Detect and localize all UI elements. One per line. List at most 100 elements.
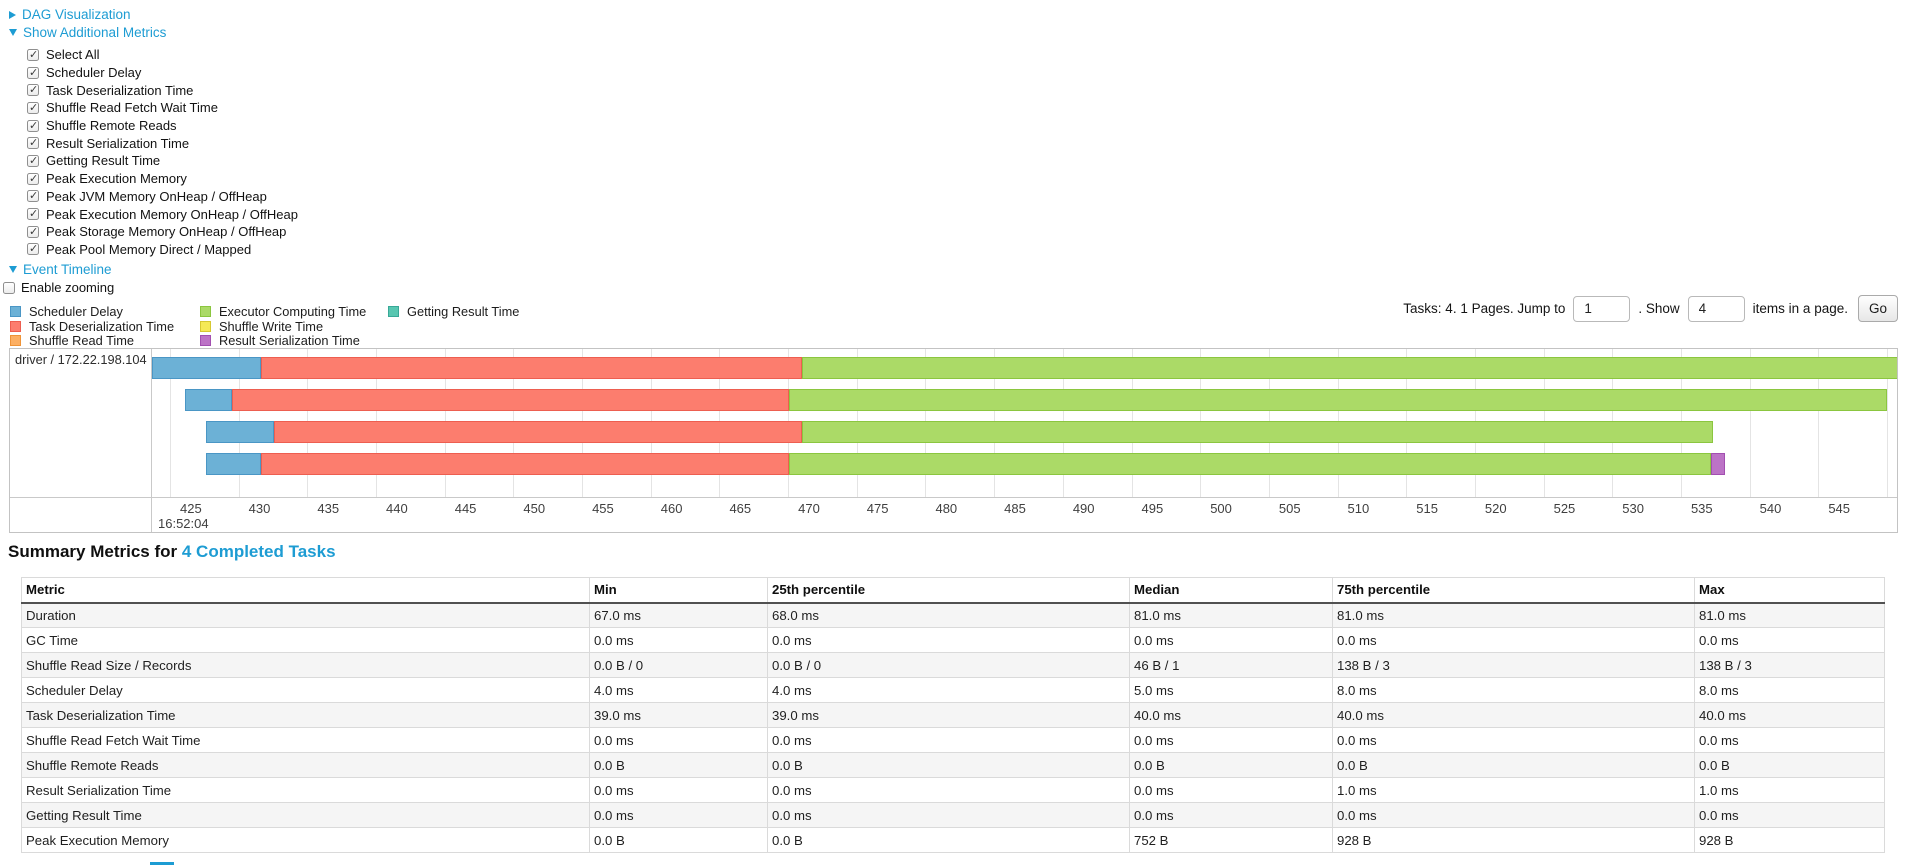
task-bar-segment-task-deserialization[interactable] xyxy=(274,421,802,443)
legend-label: Task Deserialization Time xyxy=(29,318,175,334)
legend-label: Shuffle Write Time xyxy=(219,318,324,334)
metric-checkbox-row: Peak JVM Memory OnHeap / OffHeap xyxy=(27,188,298,206)
metric-value-cell: 81.0 ms xyxy=(1129,602,1333,628)
expanded-arrow-icon xyxy=(9,266,17,273)
metric-value-cell: 68.0 ms xyxy=(767,602,1130,628)
metric-value-cell: 0.0 ms xyxy=(1129,777,1333,803)
metric-checkbox-label: Getting Result Time xyxy=(46,153,161,169)
metric-value-cell: 0.0 ms xyxy=(1129,727,1333,753)
metric-checkbox[interactable] xyxy=(27,242,39,256)
metric-name-cell: Scheduler Delay xyxy=(21,677,590,703)
metric-checkbox-label: Result Serialization Time xyxy=(46,135,190,151)
task-bar-segment-scheduler-delay[interactable] xyxy=(185,389,232,411)
metric-value-cell: 4.0 ms xyxy=(589,677,768,703)
enable-zooming-row: Enable zooming xyxy=(3,280,114,295)
metric-value-cell: 0.0 ms xyxy=(767,727,1130,753)
legend-swatch-icon xyxy=(200,320,211,332)
legend-item: Shuffle Read Time xyxy=(10,333,134,348)
task-bar-segment-executor-computing[interactable] xyxy=(801,421,1713,443)
metric-checkbox[interactable] xyxy=(27,83,39,97)
legend-label: Scheduler Delay xyxy=(29,304,123,319)
summary-column-header: Median xyxy=(1129,577,1333,604)
dag-visualization-toggle[interactable]: DAG Visualization xyxy=(9,7,131,22)
summary-table-row: Scheduler Delay 4.0 ms 4.0 ms 5.0 ms 8.0 ms 8… xyxy=(21,677,1885,703)
go-button[interactable]: Go xyxy=(1857,295,1898,322)
metric-value-cell: 0.0 ms xyxy=(1694,627,1885,653)
metric-value-cell: 0.0 B / 0 xyxy=(767,652,1130,678)
metric-value-cell: 39.0 ms xyxy=(767,702,1130,728)
metric-checkbox[interactable] xyxy=(27,189,39,203)
metric-value-cell: 138 B / 3 xyxy=(1694,652,1885,678)
metric-checkbox-label: Peak JVM Memory OnHeap / OffHeap xyxy=(46,188,267,204)
metric-checkbox[interactable] xyxy=(27,207,39,221)
summary-table-row: Shuffle Remote Reads 0.0 B 0.0 B 0.0 B 0.0 B… xyxy=(21,752,1885,778)
axis-tick-label: 480 xyxy=(935,501,958,516)
task-bar-segment-task-deserialization[interactable] xyxy=(231,389,790,411)
event-timeline-toggle[interactable]: Event Timeline xyxy=(9,262,112,277)
event-timeline-chart[interactable]: driver / 172.22.198.104 425 430 435 440 445 4… xyxy=(9,348,1898,533)
jump-to-page-input[interactable] xyxy=(1573,295,1631,322)
items-per-page-input[interactable] xyxy=(1687,295,1745,322)
axis-tick-label: 490 xyxy=(1072,501,1095,516)
enable-zooming-checkbox[interactable] xyxy=(3,281,15,294)
axis-tick-label: 435 xyxy=(317,501,340,516)
task-bar-segment-executor-computing[interactable] xyxy=(789,453,1712,475)
metric-value-cell: 5.0 ms xyxy=(1129,677,1333,703)
task-bar-segment-task-deserialization[interactable] xyxy=(260,453,790,475)
metric-value-cell: 0.0 ms xyxy=(589,802,768,828)
task-bar-segment-executor-computing[interactable] xyxy=(789,389,1887,411)
metric-checkbox[interactable] xyxy=(27,136,39,150)
metric-checkbox[interactable] xyxy=(27,66,39,79)
summary-table-row: Peak Execution Memory 0.0 B 0.0 B 752 B 928 … xyxy=(21,827,1885,853)
legend-label: Getting Result Time xyxy=(407,304,520,319)
metric-checkbox-label: Task Deserialization Time xyxy=(46,82,194,98)
metric-checkbox[interactable] xyxy=(27,154,39,167)
summary-column-header: Metric xyxy=(21,577,590,604)
metric-value-cell: 40.0 ms xyxy=(1332,702,1695,728)
metric-checkbox-label: Shuffle Read Fetch Wait Time xyxy=(46,100,218,116)
summary-column-header: Max xyxy=(1694,577,1885,604)
metric-checkbox-row: Peak Storage Memory OnHeap / OffHeap xyxy=(27,223,298,241)
axis-tick-label: 500 xyxy=(1210,501,1232,516)
show-additional-metrics-toggle[interactable]: Show Additional Metrics xyxy=(9,25,166,40)
metric-checkbox-label: Peak Execution Memory OnHeap / OffHeap xyxy=(46,206,298,222)
task-bar-segment-scheduler-delay[interactable] xyxy=(205,453,261,475)
metric-checkbox-row: Task Deserialization Time xyxy=(27,81,298,99)
axis-tick-label: 545 xyxy=(1828,501,1851,516)
legend-item: Getting Result Time xyxy=(388,304,519,319)
metric-value-cell: 0.0 B xyxy=(1694,752,1885,778)
summary-table-row: Getting Result Time 0.0 ms 0.0 ms 0.0 ms 0.0… xyxy=(21,802,1885,828)
metric-value-cell: 81.0 ms xyxy=(1694,602,1885,628)
summary-metrics-table: Metric Min 25th percentile Median 75th perce… xyxy=(21,577,1885,853)
metric-checkbox[interactable] xyxy=(27,225,39,238)
metric-value-cell: 0.0 B xyxy=(767,827,1130,853)
task-bar-segment-result-serialization[interactable] xyxy=(1711,453,1725,475)
metric-checkbox-label: Scheduler Delay xyxy=(46,65,142,81)
legend-swatch-icon xyxy=(200,335,211,347)
metric-value-cell: 0.0 ms xyxy=(589,777,768,803)
chart-plot-area: 425 430 435 440 445 450 455 460 465 470 475 480 485 4… xyxy=(152,349,1897,532)
metric-value-cell: 40.0 ms xyxy=(1694,702,1885,728)
legend-label: Executor Computing Time xyxy=(219,304,367,319)
metric-checkbox-row: Shuffle Read Fetch Wait Time xyxy=(27,99,298,117)
metric-name-cell: Duration xyxy=(21,602,590,628)
summary-table-row: Task Deserialization Time 39.0 ms 39.0 ms 4… xyxy=(21,702,1885,728)
metric-checkbox[interactable] xyxy=(27,172,39,185)
summary-table-row: Duration 67.0 ms 68.0 ms 81.0 ms 81.0 ms 81.0… xyxy=(21,602,1885,628)
metric-checkbox[interactable] xyxy=(27,101,39,114)
items-in-page-text: items in a page. xyxy=(1752,301,1848,316)
task-bar-segment-scheduler-delay[interactable] xyxy=(205,421,275,443)
metric-checkbox[interactable] xyxy=(27,48,39,61)
task-bar-segment-task-deserialization[interactable] xyxy=(260,357,802,379)
task-bar-segment-executor-computing[interactable] xyxy=(801,357,1897,379)
completed-tasks-link[interactable]: 4 Completed Tasks xyxy=(181,542,336,561)
task-bar-segment-scheduler-delay[interactable] xyxy=(152,357,261,379)
summary-table-row: Shuffle Read Fetch Wait Time 0.0 ms 0.0 ms… xyxy=(21,727,1885,753)
metric-value-cell: 0.0 ms xyxy=(767,777,1130,803)
metric-name-cell: GC Time xyxy=(21,627,590,653)
metric-name-cell: Shuffle Read Size / Records xyxy=(21,652,590,678)
axis-tick-label: 520 xyxy=(1484,501,1507,516)
show-text: . Show xyxy=(1638,301,1680,316)
metric-checkbox-row: Peak Pool Memory Direct / Mapped xyxy=(27,241,298,259)
metric-checkbox[interactable] xyxy=(27,119,39,132)
